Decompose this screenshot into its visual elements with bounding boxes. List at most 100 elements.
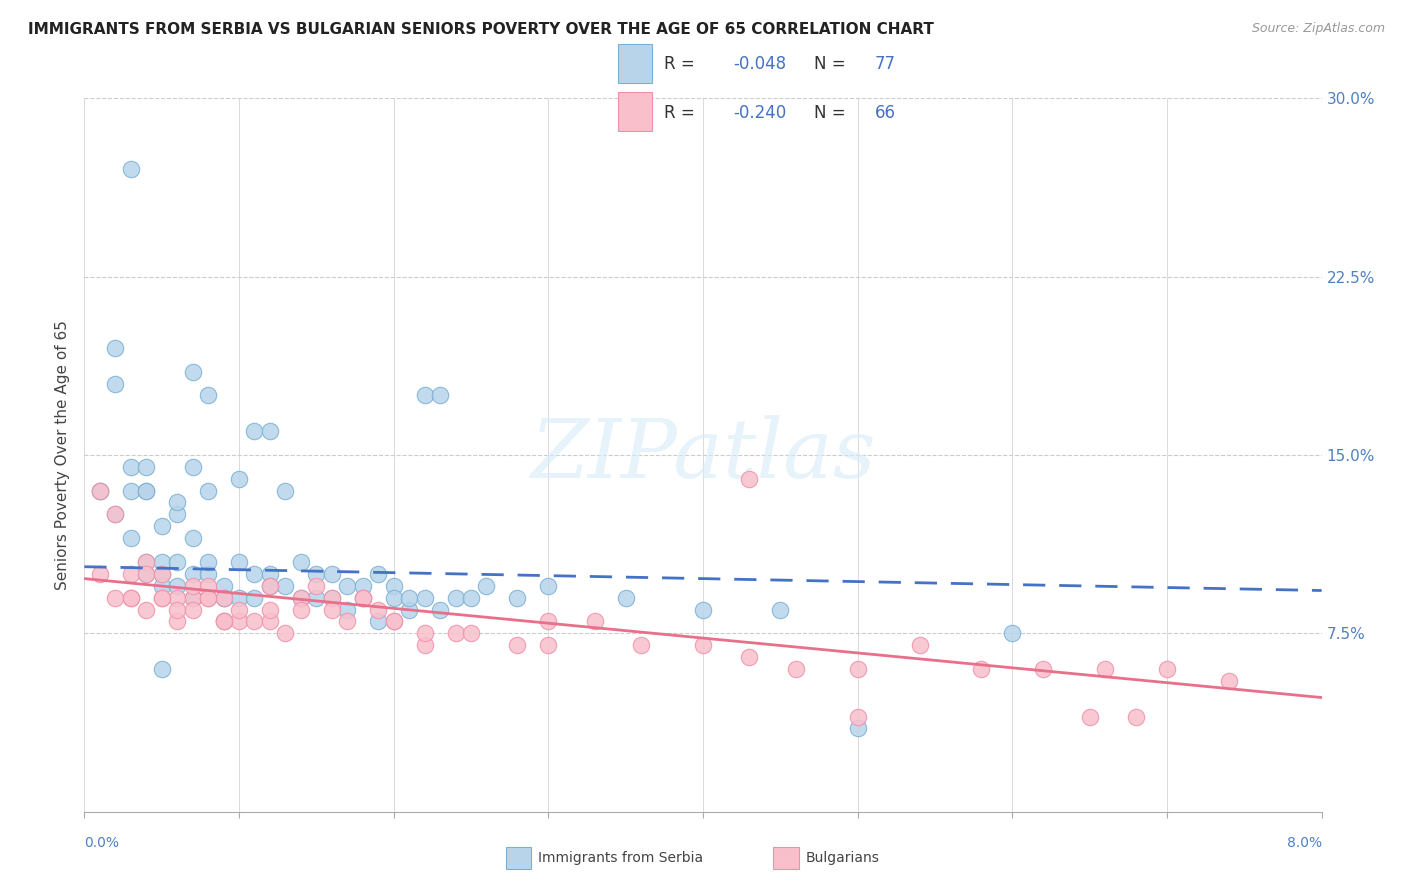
Point	[413, 591, 436, 605]
Point	[1218, 673, 1240, 688]
Text: Source: ZipAtlas.com: Source: ZipAtlas.com	[1251, 22, 1385, 36]
Point	[197, 591, 219, 605]
Point	[382, 615, 405, 629]
Point	[413, 638, 436, 652]
Point	[630, 638, 652, 652]
Point	[336, 602, 359, 616]
Point	[429, 602, 451, 616]
Point	[382, 579, 405, 593]
Point	[259, 566, 281, 581]
Point	[321, 591, 343, 605]
Text: N =: N =	[814, 103, 851, 121]
Point	[908, 638, 931, 652]
Point	[352, 591, 374, 605]
Text: 0.0%: 0.0%	[84, 836, 120, 850]
Point	[166, 591, 188, 605]
Y-axis label: Seniors Poverty Over the Age of 65: Seniors Poverty Over the Age of 65	[55, 320, 70, 590]
Point	[150, 566, 173, 581]
Point	[135, 566, 157, 581]
Point	[692, 638, 714, 652]
Point	[846, 662, 869, 676]
Point	[413, 388, 436, 402]
Point	[614, 591, 637, 605]
Point	[166, 508, 188, 522]
Text: -0.048: -0.048	[733, 55, 786, 73]
Point	[197, 388, 219, 402]
Point	[305, 591, 328, 605]
Point	[243, 424, 266, 438]
Point	[150, 662, 173, 676]
Point	[321, 566, 343, 581]
Point	[305, 579, 328, 593]
Text: IMMIGRANTS FROM SERBIA VS BULGARIAN SENIORS POVERTY OVER THE AGE OF 65 CORRELATI: IMMIGRANTS FROM SERBIA VS BULGARIAN SENI…	[28, 22, 934, 37]
Point	[197, 483, 219, 498]
Point	[89, 483, 111, 498]
Point	[367, 615, 389, 629]
Point	[104, 591, 127, 605]
Point	[846, 709, 869, 723]
Point	[212, 615, 235, 629]
Point	[274, 483, 297, 498]
Point	[429, 388, 451, 402]
Point	[1156, 662, 1178, 676]
Point	[166, 495, 188, 509]
Point	[150, 579, 173, 593]
Point	[166, 555, 188, 569]
Point	[135, 555, 157, 569]
Point	[738, 650, 761, 665]
Point	[212, 579, 235, 593]
Point	[212, 615, 235, 629]
Point	[197, 591, 219, 605]
Point	[460, 626, 482, 640]
Point	[413, 626, 436, 640]
Point	[150, 591, 173, 605]
Point	[243, 591, 266, 605]
Point	[444, 591, 467, 605]
Point	[321, 591, 343, 605]
Point	[89, 483, 111, 498]
FancyBboxPatch shape	[619, 92, 652, 131]
Point	[846, 722, 869, 736]
Point	[259, 579, 281, 593]
Point	[181, 591, 204, 605]
Point	[352, 591, 374, 605]
Point	[398, 591, 420, 605]
Point	[475, 579, 498, 593]
Point	[135, 483, 157, 498]
Point	[537, 638, 560, 652]
Point	[120, 162, 142, 177]
Point	[166, 615, 188, 629]
Point	[166, 602, 188, 616]
Point	[197, 579, 219, 593]
Point	[1032, 662, 1054, 676]
Point	[336, 579, 359, 593]
Point	[398, 602, 420, 616]
Point	[120, 591, 142, 605]
Point	[228, 472, 250, 486]
Point	[181, 531, 204, 545]
Point	[150, 566, 173, 581]
Point	[89, 483, 111, 498]
Text: 77: 77	[875, 55, 896, 73]
Text: 66: 66	[875, 103, 896, 121]
Point	[583, 615, 606, 629]
Point	[181, 579, 204, 593]
Text: -0.240: -0.240	[733, 103, 786, 121]
Point	[212, 615, 235, 629]
Point	[506, 591, 529, 605]
Point	[166, 579, 188, 593]
Point	[1001, 626, 1024, 640]
Point	[259, 424, 281, 438]
Point	[120, 483, 142, 498]
Point	[228, 591, 250, 605]
Point	[290, 591, 312, 605]
Point	[1078, 709, 1101, 723]
Point	[970, 662, 993, 676]
Point	[150, 591, 173, 605]
Point	[135, 555, 157, 569]
Point	[321, 602, 343, 616]
Point	[382, 615, 405, 629]
Text: Bulgarians: Bulgarians	[806, 851, 880, 865]
Text: Immigrants from Serbia: Immigrants from Serbia	[538, 851, 703, 865]
Point	[692, 602, 714, 616]
